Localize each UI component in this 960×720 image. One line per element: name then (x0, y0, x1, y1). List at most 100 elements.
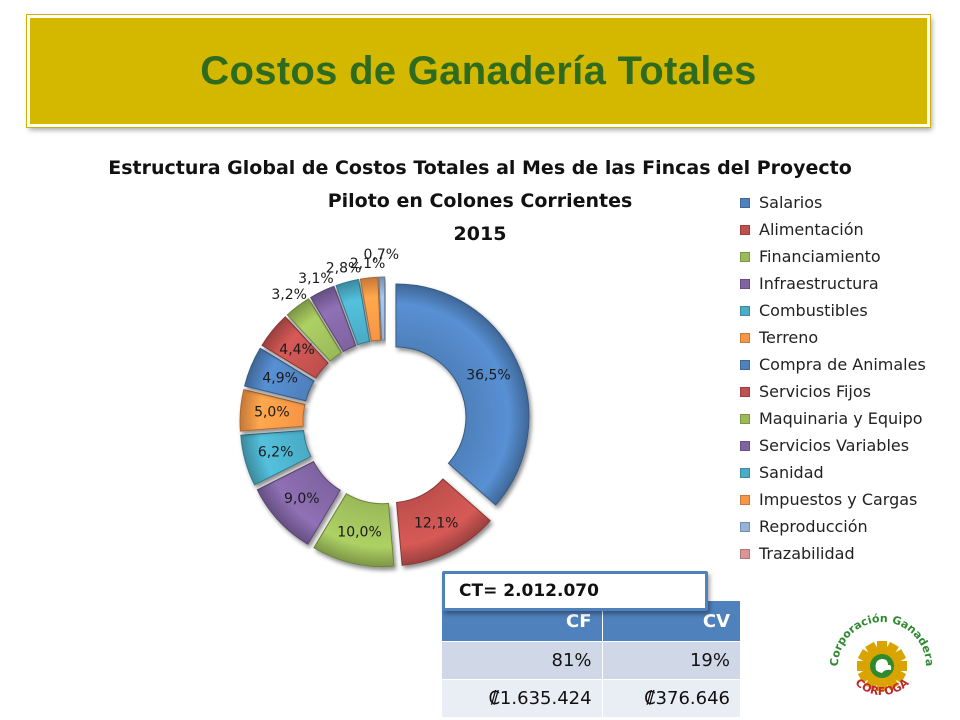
gear-icon (857, 641, 907, 691)
chart-title-line-1: Estructura Global de Costos Totales al M… (108, 157, 852, 179)
donut-segment-shape (359, 276, 382, 342)
donut-data-label: 2,1% (350, 256, 386, 272)
legend-item: Sanidad (740, 459, 926, 486)
legend-item: Maquinaria y Equipo (740, 405, 926, 432)
logo-text-bottom: CORFOGA (853, 676, 912, 698)
chart-title-line-3: 2015 (453, 223, 507, 245)
cost-summary-table: CF CV 81% 19% ₡1.635.424 ₡376.646 (442, 601, 742, 717)
donut-segment-11 (335, 278, 371, 346)
table-cell: 81% (442, 641, 603, 680)
legend-item: Servicios Fijos (740, 378, 926, 405)
donut-data-label: 10,0% (337, 525, 381, 541)
donut-data-label: 6,2% (258, 444, 294, 460)
donut-data-label: 4,9% (262, 371, 298, 387)
donut-data-label: 0,7% (364, 247, 400, 263)
legend-swatch (740, 278, 750, 289)
slide-title-banner: Costos de Ganadería Totales (27, 15, 930, 127)
donut-segment-shape (244, 347, 315, 402)
donut-data-label: 4,4% (279, 342, 315, 358)
legend-swatch (740, 467, 750, 478)
legend-label: Maquinaria y Equipo (759, 409, 923, 428)
legend-swatch (740, 251, 750, 262)
legend-item: Financiamiento (740, 243, 926, 270)
legend-label: Infraestructura (759, 274, 879, 293)
donut-segment-4 (256, 460, 341, 545)
donut-data-label: 36,5% (466, 367, 510, 383)
total-cost-label: CT= 2.012.070 (459, 581, 599, 601)
legend-label: Salarios (759, 193, 823, 212)
donut-segment-shape (286, 298, 343, 362)
donut-segment-3 (313, 493, 395, 568)
table-cell: ₡1.635.424 (442, 679, 603, 717)
legend-label: Reproducción (759, 517, 868, 536)
legend-item: Infraestructura (740, 270, 926, 297)
chart-title: Estructura Global de Costos Totales al M… (100, 152, 860, 251)
legend-swatch (740, 521, 750, 532)
donut-segment-shape (240, 429, 312, 486)
donut-segment-shape (335, 278, 371, 346)
chart-title-line-2: Piloto en Colones Corrientes (327, 190, 633, 212)
legend-item: Servicios Variables (740, 432, 926, 459)
donut-segment-13 (378, 276, 386, 341)
legend-label: Alimentación (759, 220, 864, 239)
legend-swatch (740, 548, 750, 559)
donut-segment-shape (309, 285, 357, 353)
legend-item: Terreno (740, 324, 926, 351)
legend-label: Compra de Animales (759, 355, 926, 374)
legend-label: Combustibles (759, 301, 868, 320)
donut-data-label: 12,1% (414, 515, 458, 531)
legend-label: Sanidad (759, 463, 824, 482)
donut-segment-6 (239, 388, 306, 432)
table-row: ₡1.635.424 ₡376.646 (442, 679, 742, 717)
legend-item: Impuestos y Cargas (740, 486, 926, 513)
donut-data-label: 3,1% (298, 271, 334, 287)
donut-data-label: 3,2% (271, 287, 307, 303)
donut-segment-shape (313, 493, 395, 568)
table-cell: 19% (602, 641, 742, 680)
cow-head-icon (875, 659, 892, 673)
donut-segment-8 (261, 316, 329, 379)
donut-segment-7 (244, 347, 315, 402)
donut-data-label: 9,0% (284, 491, 320, 507)
donut-segment-5 (240, 429, 312, 486)
legend-swatch (740, 305, 750, 316)
donut-segment-10 (309, 285, 357, 353)
legend-label: Terreno (759, 328, 819, 347)
legend-item: Compra de Animales (740, 351, 926, 378)
table-cell: ₡376.646 (602, 679, 742, 717)
table-row: 81% 19% (442, 641, 742, 680)
chart-legend: Salarios Alimentación Financiamiento Infrae… (740, 189, 926, 567)
donut-segment-9 (286, 298, 343, 362)
legend-swatch (740, 332, 750, 343)
legend-label: Servicios Variables (759, 436, 910, 455)
legend-label: Impuestos y Cargas (759, 490, 918, 509)
legend-swatch (740, 440, 750, 451)
donut-segment-shape (378, 276, 386, 341)
legend-label: Trazabilidad (759, 544, 855, 563)
donut-segment-shape (261, 316, 329, 379)
donut-data-label: 2,8% (326, 261, 362, 277)
donut-segment-12 (359, 276, 382, 342)
legend-swatch (740, 413, 750, 424)
donut-segment-1 (395, 283, 530, 506)
legend-swatch (740, 224, 750, 235)
donut-segment-2 (396, 478, 491, 566)
legend-swatch (740, 197, 750, 208)
donut-segment-shape (256, 460, 341, 545)
legend-item: Alimentación (740, 216, 926, 243)
legend-label: Financiamiento (759, 247, 881, 266)
donut-segment-shape (395, 283, 530, 506)
total-cost-box: CT= 2.012.070 (442, 571, 708, 611)
legend-label: Servicios Fijos (759, 382, 871, 401)
legend-swatch (740, 494, 750, 505)
corfoga-logo: Corporación Ganadera CORFOGA (828, 612, 936, 698)
donut-segment-shape (239, 388, 306, 432)
legend-item: Combustibles (740, 297, 926, 324)
legend-swatch (740, 386, 750, 397)
legend-swatch (740, 359, 750, 370)
slide-title: Costos de Ganadería Totales (200, 48, 757, 93)
legend-item: Salarios (740, 189, 926, 216)
legend-item: Trazabilidad (740, 540, 926, 567)
donut-data-label: 5,0% (254, 405, 290, 421)
